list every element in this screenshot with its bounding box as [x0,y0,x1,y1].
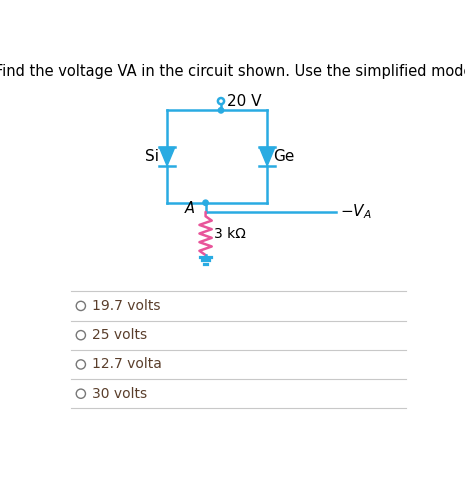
Text: 25 volts: 25 volts [92,328,147,342]
Text: $-V_A$: $-V_A$ [339,203,372,221]
Text: 3 kΩ: 3 kΩ [214,227,246,241]
Circle shape [203,200,208,205]
Text: Find the voltage VA in the circuit shown. Use the simplified model.: Find the voltage VA in the circuit shown… [0,63,465,78]
Text: 12.7 volta: 12.7 volta [92,358,161,372]
Text: Si: Si [146,149,159,164]
Text: Ge: Ge [273,149,295,164]
Circle shape [218,108,224,113]
Text: A: A [185,201,195,216]
Text: 20 V: 20 V [227,94,262,109]
Polygon shape [259,147,275,166]
Polygon shape [159,147,175,166]
Text: 19.7 volts: 19.7 volts [92,299,160,313]
Text: 30 volts: 30 volts [92,387,147,401]
